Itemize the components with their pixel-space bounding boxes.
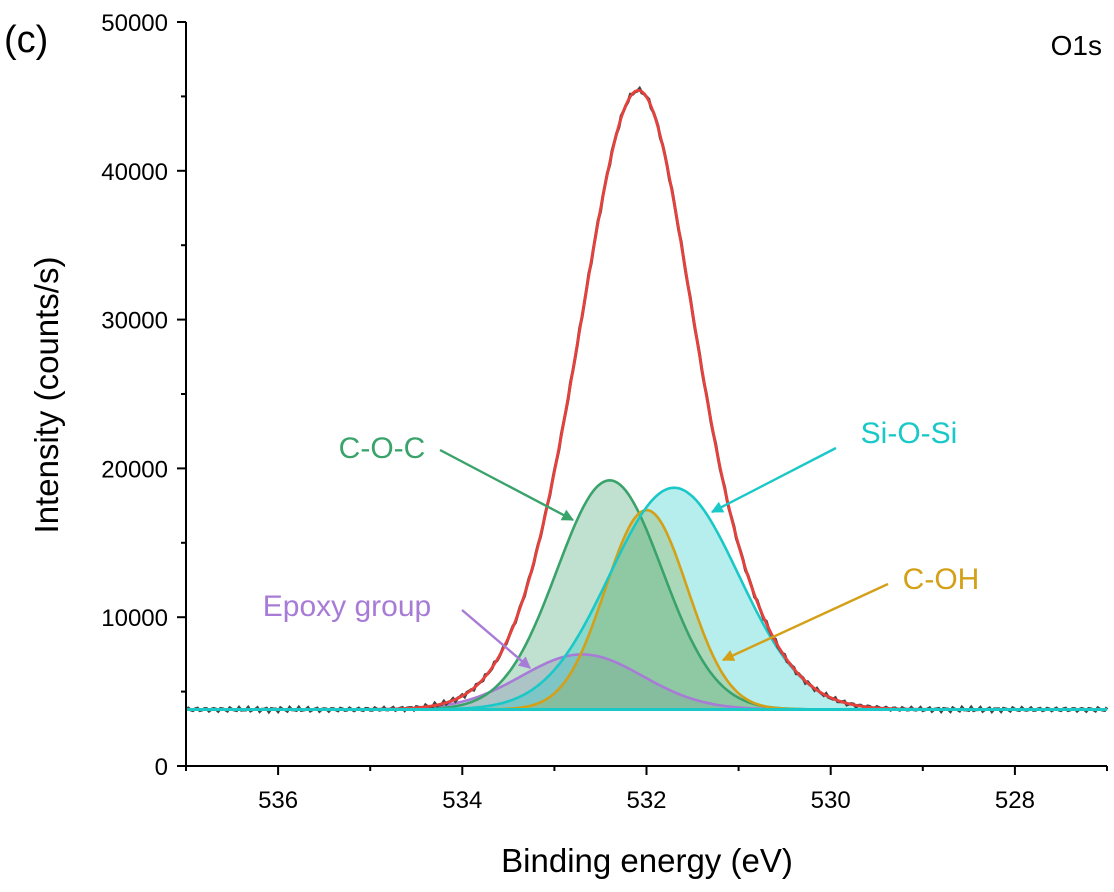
component-fills	[186, 480, 1107, 710]
x-axis-title: Binding energy (eV)	[501, 842, 793, 879]
y-tick-label: 10000	[101, 605, 168, 632]
annotation-arrow	[721, 582, 889, 662]
x-tick-label: 534	[442, 787, 482, 814]
annotation-label: C-O-C	[339, 432, 426, 465]
y-tick-label: 40000	[101, 159, 168, 186]
annotation-arrow	[710, 446, 837, 514]
annotation-label: Epoxy group	[263, 590, 431, 623]
x-tick-label: 536	[258, 787, 298, 814]
annotation-label: C-OH	[903, 563, 980, 596]
annotation-arrow	[439, 448, 575, 522]
component-lines	[185, 85, 1109, 715]
x-tick-label: 532	[626, 787, 666, 814]
x-tick-label: 530	[811, 787, 851, 814]
x-tick-label: 528	[995, 787, 1035, 814]
y-tick-label: 50000	[101, 10, 168, 37]
y-tick-label: 30000	[101, 308, 168, 335]
annotation-label: Si-O-Si	[861, 417, 958, 450]
y-tick-label: 0	[155, 754, 168, 781]
annotations: C-O-C Si-O-Si C-OH Epoxy group	[263, 417, 980, 669]
component-fill-3	[186, 487, 1107, 710]
component-fill-0	[186, 654, 1107, 710]
panel-label: (c)	[4, 19, 48, 61]
annotation-arrow	[461, 609, 531, 669]
axes: 536 534 532 530 528 0 10000 20000 30000 40000 5000…	[101, 10, 1108, 814]
component-fill-1	[186, 480, 1107, 710]
y-axis-title: Intensity (counts/s)	[28, 257, 65, 534]
component-fill-2	[186, 510, 1107, 710]
y-tick-label: 20000	[101, 456, 168, 483]
corner-label: O1s	[1051, 30, 1102, 61]
